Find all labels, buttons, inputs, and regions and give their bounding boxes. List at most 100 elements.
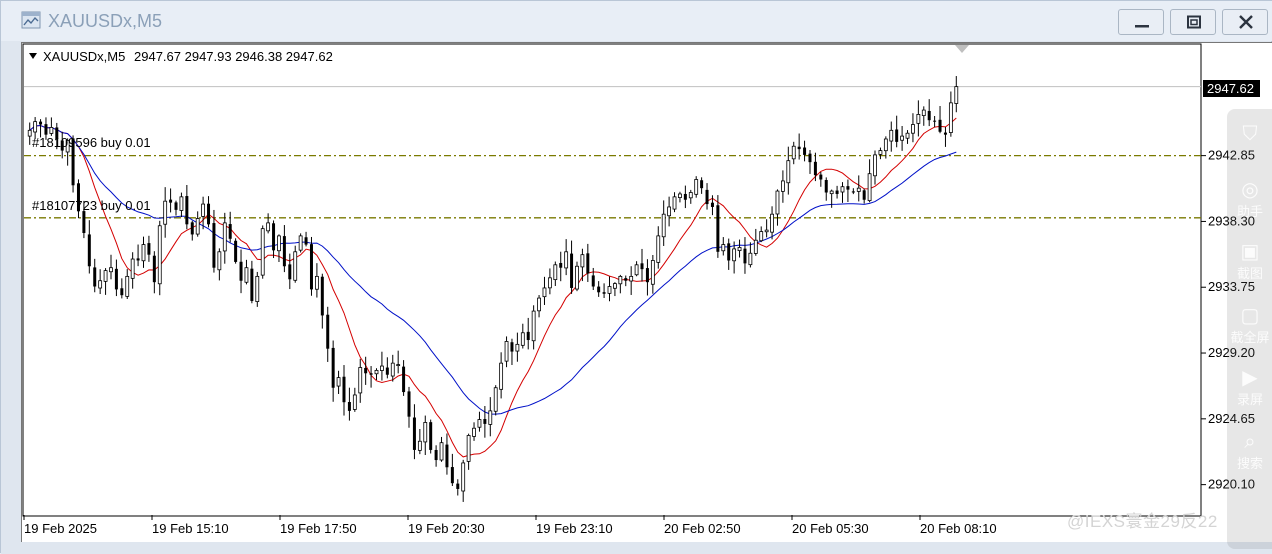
candle-body-up [867,173,872,202]
side-item-label: 录屏 [1236,392,1263,407]
symbol-menu-icon[interactable] [29,53,37,59]
side-item-search[interactable]: ⌕ 搜索 [1227,431,1272,472]
candle-body-up [537,297,541,312]
chart-shift-marker-icon[interactable] [955,45,969,53]
candle-body-up [753,239,758,254]
ohlc-readout: 2947.67 2947.93 2946.38 2947.62 [134,49,333,64]
candle-body-down [846,186,850,190]
candle-body-up [179,196,184,211]
candle-body-up [564,251,569,269]
close-icon [1239,15,1253,29]
candle-body-up [721,244,726,252]
close-button[interactable] [1222,9,1268,35]
candle-body-down [808,153,812,163]
candle-body-up [163,200,168,225]
candle-body-up [439,442,444,461]
candle-body-up [607,286,612,294]
side-item-label: 截图 [1236,266,1263,281]
candle-body-up [737,247,742,252]
candle-body-up [314,275,319,290]
candle-body-up [417,440,422,451]
candle-body-up [613,283,617,289]
title-bar[interactable]: XAUUSDx,M5 [1,1,1272,41]
price-chart[interactable]: 2942.85 2938.30 2933.75 2929.20 2924.65 2920.… [22,43,1272,543]
candle-body-down [55,127,59,139]
candle-body-up [466,435,471,462]
candle-body-down [239,261,243,281]
candle-body-up [520,332,525,346]
side-item-shield[interactable]: ⛉ [1227,123,1272,145]
candle-body-up [889,129,894,142]
candle-body-up [293,251,298,281]
y-tick-label: 2924.65 [1208,411,1255,426]
candle-body-down [813,161,817,176]
candle-body-down [326,314,330,349]
candle-body-down [190,222,194,235]
chart-window-icon [21,11,41,29]
candles [27,76,959,502]
candle-body-down [819,174,823,180]
x-tick-label: 20 Feb 02:50 [664,521,741,536]
side-item-label: 助手 [1236,204,1263,219]
y-tick-label: 2938.30 [1208,213,1255,228]
candle-body-down [597,286,601,293]
order-label-1[interactable]: #18109596 buy 0.01 [32,135,151,150]
x-tick-label: 19 Feb 20:30 [408,521,485,536]
bottom-scroll-strip[interactable] [1,542,1272,554]
candle-body-up [694,179,699,195]
candle-body-up [661,213,666,238]
candle-body-down [120,288,124,296]
side-item-assistant[interactable]: ◎ 助手 [1227,179,1272,220]
candle-body-up [488,410,493,425]
candle-body-up [948,102,953,133]
candle-body-up [260,228,265,276]
search-icon: ⌕ [1244,431,1256,453]
candle-body-up [678,193,682,199]
chart-area[interactable]: 2942.85 2938.30 2933.75 2929.20 2924.65 2920.… [21,42,1272,542]
candle-body-down [943,132,947,135]
candle-body-down [743,248,747,264]
candle-body-up [667,206,672,217]
candle-body-down [228,224,232,239]
candle-body-up [629,275,634,282]
restore-icon [1187,15,1201,29]
candle-body-down [456,483,460,489]
candle-body-up [358,367,363,394]
candle-body-down [824,180,828,193]
side-item-screenshot[interactable]: ▣ 截图 [1227,241,1272,282]
candle-body-up [916,114,921,124]
minimize-icon [1135,25,1149,28]
candle-body-down [434,449,438,461]
candle-body-down [835,190,839,194]
candle-body-up [672,196,677,210]
x-tick-label: 19 Feb 2025 [24,521,97,536]
candle-body-up [759,231,764,242]
candle-body-up [336,377,341,387]
candle-body-down [342,376,346,403]
candle-body-down [364,367,368,374]
candle-body-down [76,183,80,212]
candle-body-down [510,342,514,352]
candle-body-up [98,280,103,289]
overlay-side-panel: ⛉ ◎ 助手 ▣ 截图 ▢ 截全屏 ▶ 录屏 ⌕ 搜索 [1227,109,1272,549]
camera-icon: ▣ [1240,241,1260,263]
candle-body-up [27,129,32,137]
candle-body-down [895,129,899,142]
side-item-record[interactable]: ▶ 录屏 [1227,367,1272,408]
candle-body-down [716,205,720,252]
candle-body-down [591,275,595,287]
candle-body-up [130,258,135,279]
candle-body-up [542,287,547,298]
side-item-fullscreen-shot[interactable]: ▢ 截全屏 [1227,305,1272,346]
candle-body-down [136,258,140,261]
order-label-2[interactable]: #18107723 buy 0.01 [32,198,151,213]
restore-button[interactable] [1170,9,1216,35]
candle-body-up [141,244,146,262]
minimize-button[interactable] [1118,9,1164,35]
candle-body-up [493,387,498,412]
side-item-label: 搜索 [1236,456,1263,471]
video-icon: ▶ [1242,367,1258,389]
candle-body-up [49,127,54,134]
chart-symbol-label: XAUUSDx,M5 [43,49,125,64]
